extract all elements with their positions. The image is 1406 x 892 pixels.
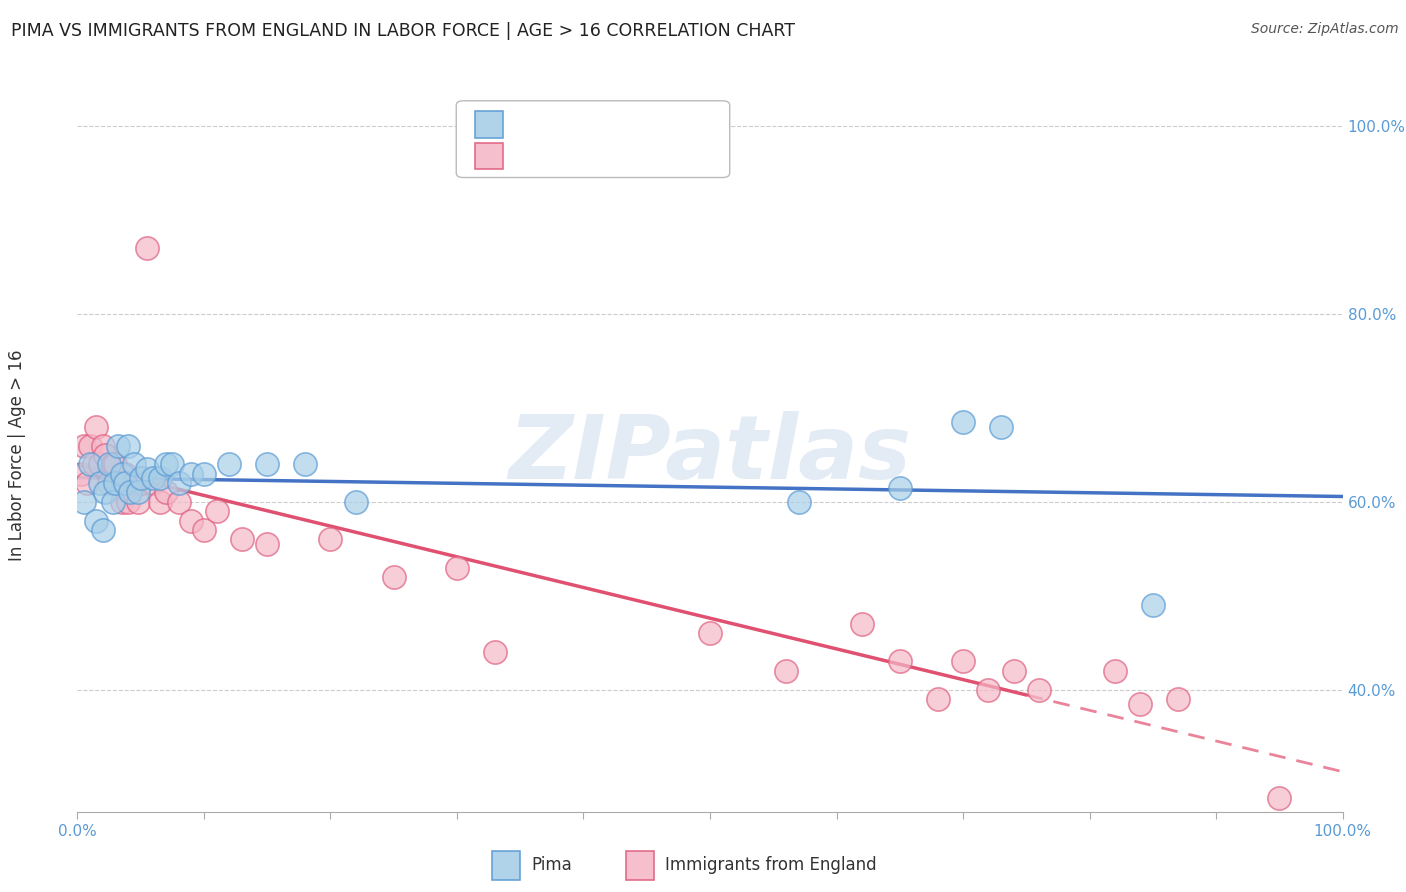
Point [344, 495, 367, 509]
Point [952, 655, 974, 669]
Text: R = -0.413   N = 34: R = -0.413 N = 34 [512, 115, 675, 133]
Point [193, 467, 215, 481]
Point [89, 458, 111, 472]
Point [111, 495, 132, 509]
Text: Pima: Pima [531, 856, 572, 874]
Point [149, 495, 172, 509]
Point [319, 533, 342, 547]
Point [98, 476, 120, 491]
Point [787, 495, 810, 509]
Point [889, 655, 911, 669]
Point [129, 476, 152, 491]
Point [94, 485, 117, 500]
Point [484, 645, 506, 659]
Point [127, 495, 149, 509]
Point [446, 560, 468, 574]
Point [889, 481, 911, 495]
Point [1028, 682, 1050, 697]
Point [79, 438, 101, 452]
Point [136, 241, 159, 255]
Point [1167, 692, 1189, 706]
Point [167, 495, 190, 509]
Point [1142, 598, 1164, 612]
Point [193, 523, 215, 537]
Point [167, 476, 190, 491]
Point [927, 692, 949, 706]
Point [699, 626, 721, 640]
Point [1129, 697, 1152, 711]
Point [101, 495, 124, 509]
Point [977, 682, 1000, 697]
Text: R = -0.398   N = 46: R = -0.398 N = 46 [512, 147, 673, 165]
Point [142, 476, 165, 491]
Text: Immigrants from England: Immigrants from England [665, 856, 877, 874]
Point [91, 523, 114, 537]
Point [155, 485, 177, 500]
Point [155, 458, 177, 472]
Point [117, 495, 139, 509]
Point [142, 471, 165, 485]
Point [382, 570, 405, 584]
Point [107, 476, 129, 491]
Point [124, 476, 146, 491]
Point [83, 458, 105, 472]
Text: In Labor Force | Age > 16: In Labor Force | Age > 16 [8, 349, 25, 561]
Point [104, 476, 127, 491]
Point [256, 537, 278, 551]
Point [149, 471, 172, 485]
Point [162, 458, 183, 472]
Point [120, 485, 142, 500]
Point [136, 462, 159, 476]
Point [952, 415, 974, 429]
Point [775, 664, 797, 678]
Point [98, 458, 120, 472]
Point [86, 419, 108, 434]
Point [76, 476, 98, 491]
Point [180, 514, 202, 528]
Point [180, 467, 202, 481]
Point [104, 458, 127, 472]
Point [73, 495, 96, 509]
Text: ZIPatlas: ZIPatlas [509, 411, 911, 499]
Point [73, 438, 96, 452]
Point [86, 514, 108, 528]
Point [1104, 664, 1126, 678]
Text: PIMA VS IMMIGRANTS FROM ENGLAND IN LABOR FORCE | AGE > 16 CORRELATION CHART: PIMA VS IMMIGRANTS FROM ENGLAND IN LABOR… [11, 22, 796, 40]
Point [127, 485, 149, 500]
Point [231, 533, 253, 547]
Point [256, 458, 278, 472]
Point [89, 476, 111, 491]
Point [114, 476, 136, 491]
Point [114, 467, 136, 481]
Point [1268, 790, 1291, 805]
Point [70, 467, 93, 481]
Point [129, 471, 152, 485]
Point [101, 458, 124, 472]
Text: Source: ZipAtlas.com: Source: ZipAtlas.com [1251, 22, 1399, 37]
Point [124, 458, 146, 472]
Point [294, 458, 316, 472]
Point [205, 504, 228, 518]
Point [107, 438, 129, 452]
Point [111, 467, 132, 481]
Point [94, 448, 117, 462]
Point [117, 438, 139, 452]
Point [91, 438, 114, 452]
Point [79, 458, 101, 472]
Point [851, 616, 873, 631]
Point [1002, 664, 1025, 678]
Point [218, 458, 240, 472]
Point [990, 419, 1012, 434]
